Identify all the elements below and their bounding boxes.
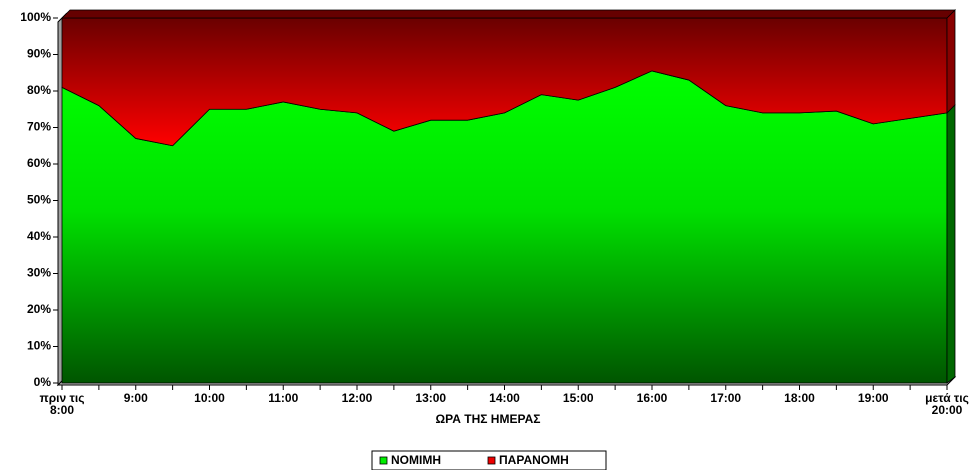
y-tick-label: 0% — [34, 375, 52, 389]
y-tick-label: 90% — [27, 47, 51, 61]
y-tick-label: 80% — [27, 83, 51, 97]
x-axis-title: ΩΡΑ ΤΗΣ ΗΜΕΡΑΣ — [436, 412, 541, 426]
y-tick-label: 70% — [27, 120, 51, 134]
x-tick-label: πριν τις 8:00 — [39, 391, 85, 417]
y-tick-label: 10% — [27, 339, 51, 353]
top-edge — [61, 9, 956, 19]
legend-swatch — [379, 456, 388, 465]
x-tick-label: 19:00 — [857, 391, 889, 405]
right-edge — [946, 103, 956, 384]
x-tick-label: 14:00 — [489, 391, 520, 405]
x-tick-label: μετά τις 20:00 — [925, 391, 969, 417]
y-tick-label: 60% — [27, 156, 51, 170]
x-tick-label: 15:00 — [562, 391, 594, 405]
y-tick-label: 50% — [27, 193, 51, 207]
y-tick-label: 100% — [20, 10, 51, 24]
y-tick-label: 30% — [27, 266, 51, 280]
x-tick-label: 13:00 — [415, 391, 447, 405]
x-tick-label: 17:00 — [710, 391, 742, 405]
x-tick-label: 11:00 — [268, 391, 299, 405]
legend-label: ΝΟΜΙΜΗ — [391, 453, 441, 467]
x-tick-label: 10:00 — [194, 391, 225, 405]
x-tick-label: 12:00 — [341, 391, 373, 405]
x-tick-label: 18:00 — [784, 391, 815, 405]
x-tick-label: 16:00 — [636, 391, 668, 405]
legend-swatch — [487, 456, 496, 465]
y-tick-label: 20% — [27, 302, 51, 316]
y-tick-label: 40% — [27, 229, 51, 243]
legend-label: ΠΑΡΑΝΟΜΗ — [499, 453, 569, 467]
right-edge — [946, 9, 956, 114]
x-tick-label: 9:00 — [123, 391, 148, 405]
